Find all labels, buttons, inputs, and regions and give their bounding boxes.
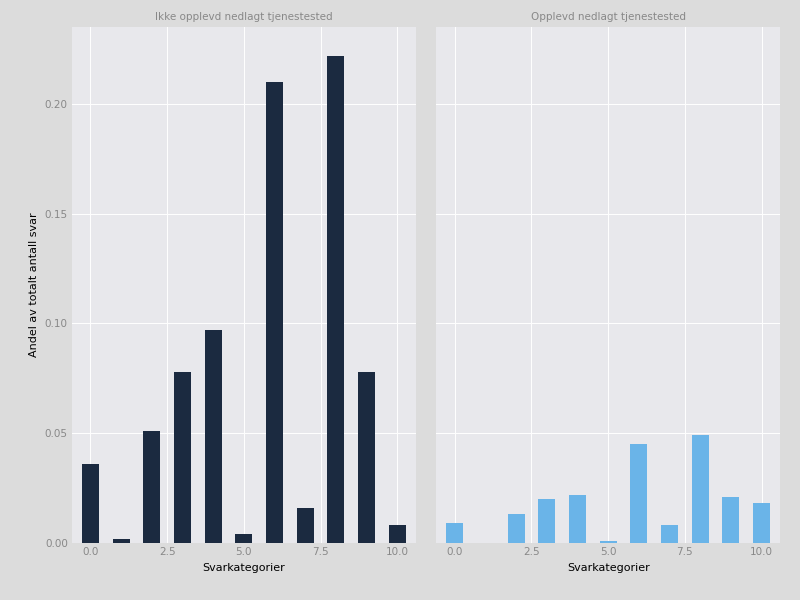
Bar <box>358 372 375 543</box>
Bar <box>143 431 160 543</box>
Bar <box>722 497 739 543</box>
Bar <box>235 534 252 543</box>
Bar <box>538 499 555 543</box>
Bar <box>297 508 314 543</box>
Bar <box>569 494 586 543</box>
Bar <box>692 436 709 543</box>
Bar <box>630 444 647 543</box>
Bar <box>113 539 130 543</box>
Bar <box>174 372 191 543</box>
Bar <box>661 526 678 543</box>
Title: Ikke opplevd nedlagt tjenestested: Ikke opplevd nedlagt tjenestested <box>155 12 333 22</box>
Bar <box>389 526 406 543</box>
Bar <box>205 330 222 543</box>
Bar <box>446 523 463 543</box>
Bar <box>508 514 525 543</box>
X-axis label: Svarkategorier: Svarkategorier <box>202 563 286 573</box>
Bar <box>753 503 770 543</box>
Y-axis label: Andel av totalt antall svar: Andel av totalt antall svar <box>29 212 39 358</box>
Bar <box>82 464 99 543</box>
Bar <box>327 56 344 543</box>
X-axis label: Svarkategorier: Svarkategorier <box>566 563 650 573</box>
Title: Opplevd nedlagt tjenestested: Opplevd nedlagt tjenestested <box>530 12 686 22</box>
Bar <box>266 82 283 543</box>
Bar <box>600 541 617 543</box>
